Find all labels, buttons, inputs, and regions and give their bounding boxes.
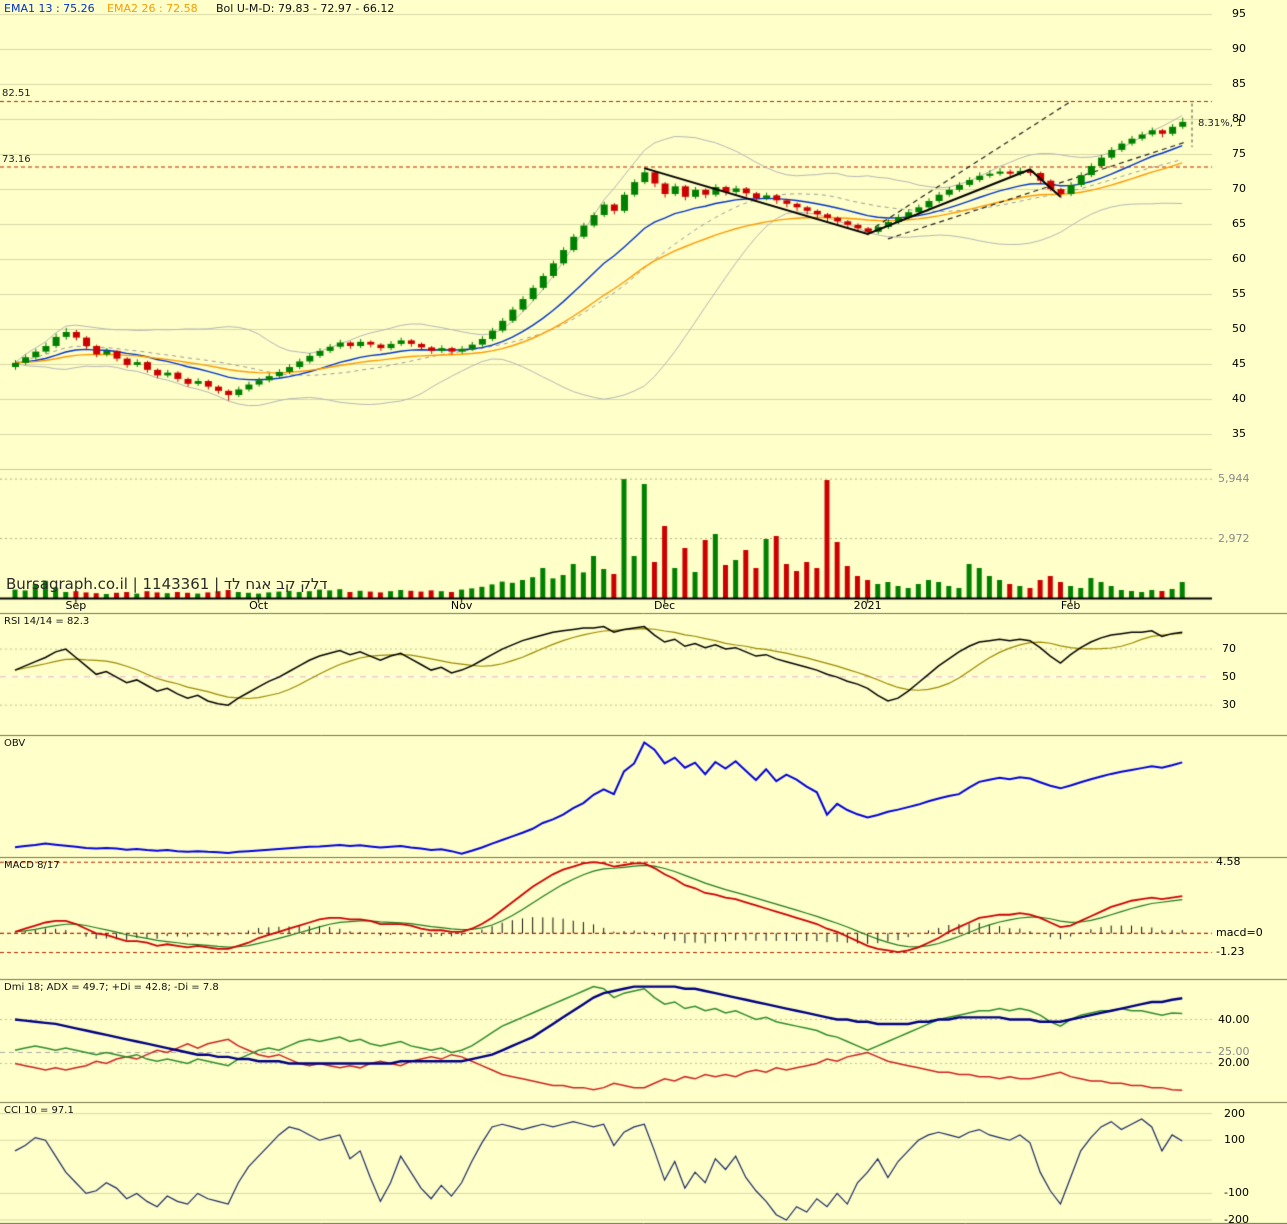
cci-axis-label: 100 <box>1224 1133 1245 1147</box>
cci-axis-label: -100 <box>1224 1186 1249 1200</box>
volume-axis-label: 5,944 <box>1218 472 1250 486</box>
price-axis-label: 50 <box>1232 322 1246 336</box>
price-axis-label: 80 <box>1232 112 1246 126</box>
macd-axis-label: macd=0 <box>1216 926 1263 940</box>
cci-axis-label: 200 <box>1224 1106 1245 1120</box>
legend-bollinger: Bol U-M-D: 79.83 - 72.97 - 66.12 <box>216 2 395 15</box>
month-label: Nov <box>450 599 473 612</box>
rsi-axis-label: 30 <box>1222 698 1236 712</box>
rsi-axis-label: 70 <box>1222 642 1236 656</box>
dmi-panel-title: Dmi 18; ADX = 49.7; +Di = 42.8; -Di = 7.… <box>4 982 219 993</box>
price-level-upper-label: 82.51 <box>2 88 31 99</box>
cci-axis-label: -200 <box>1224 1213 1249 1224</box>
month-label: Feb <box>1060 599 1081 612</box>
legend-ema2: EMA2 26 : 72.58 <box>107 2 198 15</box>
price-axis-label: 90 <box>1232 42 1246 56</box>
price-level-lower-label: 73.16 <box>2 154 31 165</box>
price-axis-label: 95 <box>1232 7 1246 20</box>
month-label: Oct <box>249 599 269 612</box>
rsi-axis-label: 50 <box>1222 670 1236 684</box>
price-axis-label: 60 <box>1232 252 1246 266</box>
dmi-axis-label: 20.00 <box>1218 1056 1250 1070</box>
rsi-panel-title: RSI 14/14 = 82.3 <box>4 616 90 627</box>
price-axis-label: 85 <box>1232 77 1246 91</box>
brand-watermark: Bursagraph.co.il | 1143361 | דלק קב אגח … <box>6 575 328 593</box>
percent-change-annotation: 8.31%, 1 <box>1198 118 1243 129</box>
price-axis-label: 55 <box>1232 287 1246 301</box>
month-label: Dec <box>653 599 676 612</box>
legend-ema1: EMA1 13 : 75.26 <box>4 2 95 15</box>
cci-panel-title: CCI 10 = 97.1 <box>4 1105 74 1116</box>
price-axis-label: 45 <box>1232 357 1246 371</box>
price-axis-label: 40 <box>1232 392 1246 406</box>
price-axis-label: 35 <box>1232 427 1246 441</box>
month-label: 2021 <box>853 599 882 612</box>
macd-axis-label: -1.23 <box>1216 945 1245 959</box>
price-axis-label: 75 <box>1232 147 1246 161</box>
dmi-axis-label: 25.00 <box>1218 1045 1250 1059</box>
macd-panel-title: MACD 8/17 <box>4 860 60 871</box>
price-axis-label: 65 <box>1232 217 1246 231</box>
macd-axis-label: 4.58 <box>1216 855 1241 869</box>
obv-panel-title: OBV <box>4 738 26 749</box>
volume-axis-label: 2,972 <box>1218 531 1250 545</box>
dmi-axis-label: 40.00 <box>1218 1012 1250 1026</box>
month-label: Sep <box>65 599 87 612</box>
price-axis-label: 70 <box>1232 182 1246 196</box>
